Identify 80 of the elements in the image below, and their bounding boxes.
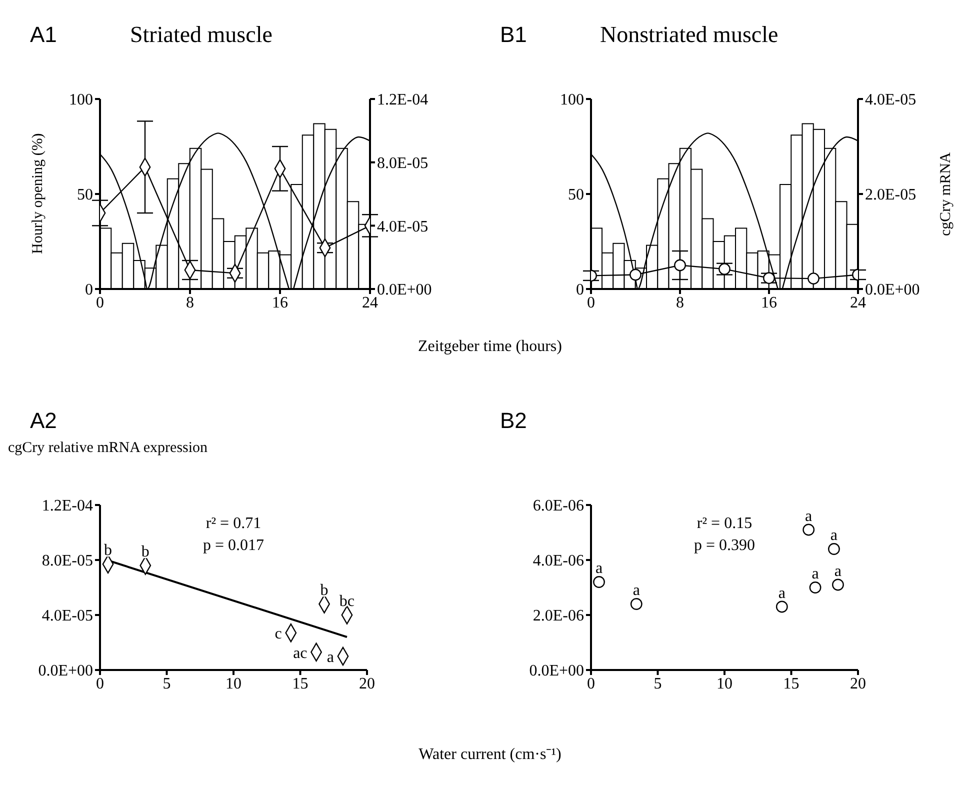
point bbox=[593, 576, 605, 588]
annotation: a bbox=[830, 527, 838, 544]
x-tick-label: 15 bbox=[292, 675, 308, 692]
y2-tick-label: 4.0E-05 bbox=[865, 92, 916, 109]
point bbox=[832, 578, 844, 591]
y2-tick-label: 0.0E+00 bbox=[865, 282, 920, 299]
point bbox=[630, 268, 642, 281]
x-axis-title: Water current (cm·s⁻¹) bbox=[418, 745, 562, 764]
y-tick-label: 0 bbox=[85, 282, 93, 299]
point bbox=[776, 600, 788, 613]
y2-tick-label: 4.0E-05 bbox=[377, 218, 428, 236]
point bbox=[630, 598, 642, 610]
y2-tick-label: 2.0E-05 bbox=[865, 186, 916, 204]
annotation: a bbox=[326, 648, 334, 666]
y-tick-label: 50 bbox=[568, 186, 584, 204]
x-tick-label: 16 bbox=[272, 294, 288, 312]
x-tick-label: 20 bbox=[850, 675, 866, 692]
y-tick-label: 2.0E-06 bbox=[532, 608, 584, 625]
y2-tick-label: 8.0E-05 bbox=[377, 155, 428, 172]
annotation: bc bbox=[339, 593, 355, 610]
x-tick-label: 15 bbox=[783, 675, 800, 692]
y-tick-label: 0.0E+00 bbox=[529, 662, 584, 680]
x-tick-label: 24 bbox=[362, 294, 378, 312]
annotation: a bbox=[778, 584, 786, 602]
annotation: p = 0.017 bbox=[202, 536, 266, 556]
x-tick-label: 0 bbox=[96, 294, 104, 312]
y-tick-label: 50 bbox=[77, 186, 93, 204]
x-tick-label: 0 bbox=[587, 294, 595, 312]
y-tick-label: 100 bbox=[560, 92, 584, 109]
text: A2 bbox=[30, 408, 57, 434]
annotation: a bbox=[595, 560, 603, 577]
y2-axis-title: cgCry mRNA bbox=[938, 151, 955, 238]
annotation: r² = 0.71 bbox=[204, 514, 262, 534]
point bbox=[828, 543, 840, 555]
annotation: a bbox=[812, 566, 819, 582]
annotation: a bbox=[632, 582, 640, 599]
y-axis-title: cgCry relative mRNA expression bbox=[8, 440, 208, 457]
y-tick-label: 4.0E-05 bbox=[42, 608, 93, 625]
annotation: p = 0.390 bbox=[692, 536, 756, 556]
annotation: a bbox=[834, 562, 842, 580]
y-tick-label: 8.0E-05 bbox=[42, 552, 93, 570]
annotation: ac bbox=[293, 644, 308, 662]
annotation: r² = 0.15 bbox=[696, 514, 754, 534]
y-tick-label: 1.2E-04 bbox=[42, 498, 93, 515]
x-tick-label: 20 bbox=[359, 675, 375, 692]
point bbox=[718, 263, 730, 275]
point bbox=[809, 582, 822, 594]
x-tick-label: 10 bbox=[226, 675, 242, 692]
text: B2 bbox=[500, 408, 527, 434]
chart-title: Nonstriated muscle bbox=[600, 22, 778, 48]
text: A1 bbox=[30, 22, 57, 48]
x-tick-label: 8 bbox=[186, 294, 194, 312]
x-tick-label: 5 bbox=[162, 675, 171, 692]
x-axis-title: Zeitgeber time (hours) bbox=[417, 338, 563, 356]
annotation: b bbox=[104, 542, 112, 560]
x-tick-label: 8 bbox=[676, 294, 684, 312]
x-tick-label: 0 bbox=[587, 675, 595, 692]
y-tick-label: 0.0E+00 bbox=[38, 662, 93, 680]
x-tick-label: 0 bbox=[96, 675, 104, 692]
x-tick-label: 5 bbox=[654, 675, 662, 692]
annotation: b bbox=[320, 582, 328, 599]
y-tick-label: 100 bbox=[69, 92, 93, 109]
point bbox=[763, 272, 775, 284]
y-axis-title: Hourly opening (%) bbox=[30, 132, 47, 256]
chart-title: Striated muscle bbox=[130, 22, 272, 48]
y-tick-label: 6.0E-06 bbox=[532, 498, 584, 515]
annotation: b bbox=[141, 544, 150, 560]
annotation: a bbox=[805, 508, 812, 525]
point bbox=[808, 272, 820, 284]
annotation: c bbox=[274, 626, 282, 643]
point bbox=[674, 259, 686, 272]
point bbox=[802, 524, 815, 536]
y2-tick-label: 0.0E+00 bbox=[377, 282, 432, 299]
y2-tick-label: 1.2E-04 bbox=[377, 92, 428, 109]
y-tick-label: 4.0E-06 bbox=[532, 552, 584, 570]
text: B1 bbox=[500, 22, 527, 48]
x-tick-label: 24 bbox=[850, 294, 866, 312]
y-tick-label: 0 bbox=[576, 282, 584, 299]
x-tick-label: 10 bbox=[716, 675, 732, 692]
x-tick-label: 16 bbox=[761, 294, 777, 312]
